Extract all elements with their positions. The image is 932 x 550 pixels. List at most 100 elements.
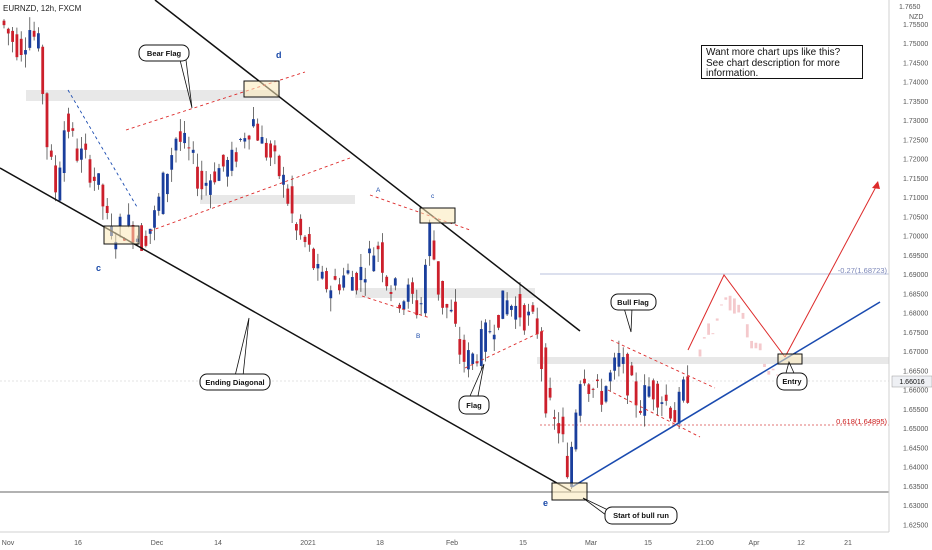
candle-body [355, 272, 358, 291]
price-tick-label: 1.70000 [903, 234, 928, 241]
candle-body [105, 205, 109, 213]
info-box-text: Want more chart ups like this? See chart… [706, 47, 841, 79]
candle-body [398, 304, 401, 309]
candle-body [174, 138, 178, 151]
candle-body [273, 145, 277, 152]
candle-body [338, 284, 341, 291]
price-tick-label: 1.72000 [903, 157, 928, 164]
fib-027-label: -0.27(1.68723) [838, 266, 888, 275]
candle-body [97, 173, 100, 185]
ghost-candle [733, 298, 736, 314]
candle-body [669, 407, 672, 419]
candle-body [49, 150, 53, 157]
candle-body [458, 339, 462, 355]
price-tick-label: 1.63000 [903, 503, 928, 510]
candle-body [2, 20, 6, 26]
candle-body [187, 147, 191, 149]
candle-body [333, 276, 337, 280]
candle-body [209, 180, 212, 195]
candle-body [342, 275, 346, 288]
candle-body [617, 352, 621, 367]
candle-body [424, 264, 427, 314]
time-label: Nov [2, 540, 15, 547]
candle-body [406, 284, 410, 302]
ghost-candle [776, 374, 779, 376]
candle-body [531, 305, 535, 312]
price-tick-label: 1.75500 [903, 22, 928, 29]
candle-body [15, 34, 19, 58]
candle-body [252, 119, 255, 127]
candle-body [634, 381, 638, 406]
upper-trendline [154, 0, 581, 332]
time-label: Mar [585, 540, 598, 547]
candle-body [183, 132, 186, 144]
flag-label: Flag [466, 401, 482, 410]
candle-body [535, 318, 539, 335]
candle-body [497, 314, 500, 328]
candle-body [467, 350, 470, 370]
ghost-candle [737, 304, 741, 313]
candle-body [286, 188, 290, 204]
ghost-candle [711, 333, 715, 335]
price-tick-label: 1.74500 [903, 60, 928, 67]
candle-body [540, 331, 543, 370]
price-tick-label: 1.71000 [903, 195, 928, 202]
candle-body [226, 159, 229, 177]
candle-body [295, 224, 298, 231]
candle-body [11, 30, 14, 42]
start-bull-run-label: Start of bull run [613, 511, 669, 520]
candle-body [118, 216, 122, 227]
wave-label-d: d [276, 50, 282, 60]
candle-body [583, 378, 586, 384]
price-tick-label: 1.73000 [903, 118, 928, 125]
symbol-header: EURNZD, 12h, FXCM [3, 4, 82, 13]
candle-body [548, 387, 552, 398]
price-axis: 1.75500 1.75000 1.74500 1.74000 1.73500 1.730… [888, 0, 932, 532]
ghost-candle [771, 368, 775, 371]
price-tick-label: 1.73500 [903, 99, 928, 106]
price-unit-label: NZD [909, 14, 923, 21]
candle-body [389, 292, 393, 294]
candle-body [54, 165, 57, 193]
candle-body [501, 290, 505, 319]
candle-body [260, 137, 264, 144]
candle-body [570, 446, 573, 487]
candle-body [686, 376, 690, 403]
candle-body [411, 282, 414, 294]
entry-label: Entry [782, 377, 802, 386]
candle-body [359, 266, 363, 281]
candle-body [656, 383, 659, 408]
price-top-label: 1.7650 [899, 4, 921, 11]
candle-body [544, 347, 548, 414]
candle-body [419, 303, 423, 305]
price-tick-label: 1.74000 [903, 80, 928, 87]
ghost-candle [720, 304, 723, 306]
candle-body [613, 357, 616, 371]
candle-body [647, 386, 651, 397]
callout-bear-flag: Bear Flag [138, 44, 190, 62]
candle-body [144, 235, 148, 246]
price-tick-label: 1.67000 [903, 349, 928, 356]
price-tick-label: 1.71500 [903, 176, 928, 183]
current-price-label: 1.66016 [899, 379, 924, 386]
projection-arrow-line [784, 182, 879, 358]
candle-body [178, 131, 182, 142]
ghost-candle [758, 343, 762, 351]
projection-ghost-candles [698, 295, 779, 376]
candle-body [28, 30, 32, 48]
candle-body [660, 402, 664, 404]
candle-body [101, 184, 105, 207]
candle-body [166, 173, 169, 195]
candle-body [393, 278, 397, 286]
time-label: Feb [446, 540, 458, 547]
price-tick-label: 1.62500 [903, 522, 928, 529]
candle-body [217, 168, 221, 181]
candle-body [449, 309, 453, 312]
ghost-candle [767, 371, 771, 375]
candle-body [604, 386, 608, 402]
candle-body [140, 225, 143, 251]
ghost-candle [741, 312, 745, 319]
candle-body [376, 245, 380, 250]
candle-body [557, 423, 561, 434]
